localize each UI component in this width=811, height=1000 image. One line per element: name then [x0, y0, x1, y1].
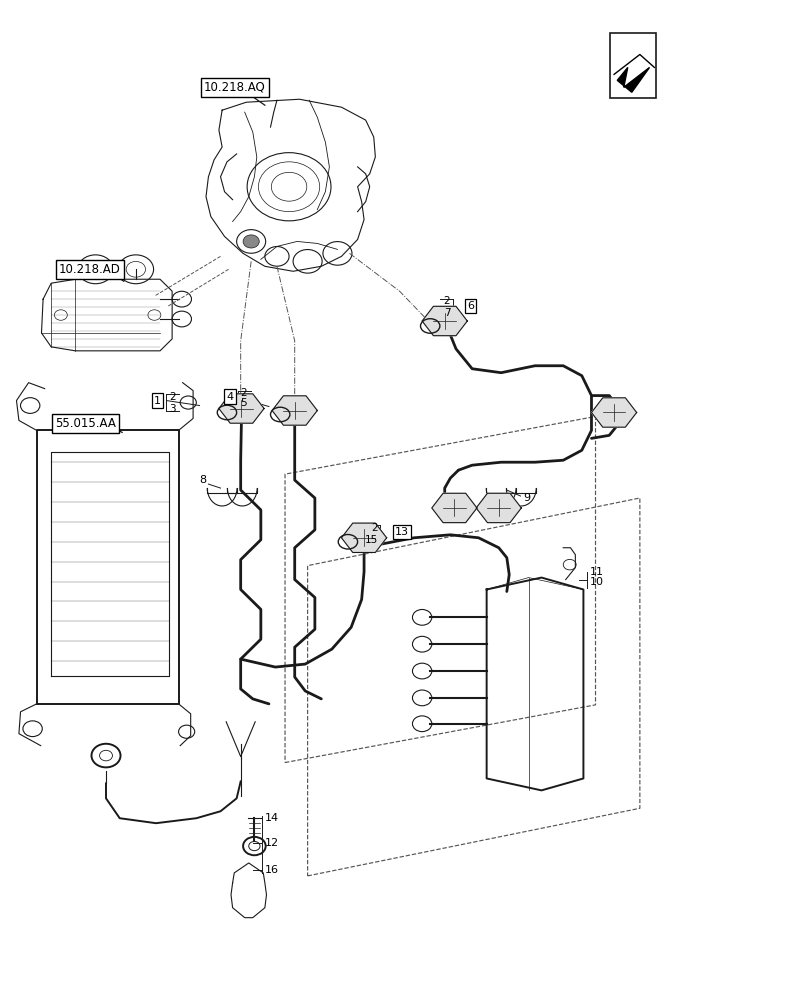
Text: 10: 10: [589, 577, 603, 587]
Text: 14: 14: [264, 813, 279, 823]
Polygon shape: [272, 396, 317, 425]
Text: 11: 11: [589, 567, 603, 577]
Text: 10.218.AQ: 10.218.AQ: [204, 81, 265, 94]
Polygon shape: [422, 306, 466, 336]
Polygon shape: [616, 67, 649, 92]
Polygon shape: [590, 398, 636, 427]
Text: 16: 16: [264, 865, 278, 875]
Polygon shape: [341, 523, 386, 552]
Text: 13: 13: [394, 527, 409, 537]
Text: 4: 4: [226, 392, 234, 402]
Text: 8: 8: [199, 475, 206, 485]
Ellipse shape: [242, 235, 259, 248]
Polygon shape: [475, 493, 521, 523]
Text: 2: 2: [240, 388, 247, 398]
Text: 2: 2: [371, 523, 377, 533]
Text: 6: 6: [466, 301, 474, 311]
Text: 55.015.AA: 55.015.AA: [55, 417, 116, 430]
Text: 3: 3: [169, 404, 175, 414]
Polygon shape: [219, 394, 264, 423]
Text: 2: 2: [443, 296, 450, 306]
Text: 5: 5: [240, 398, 247, 408]
Text: 9: 9: [522, 493, 530, 503]
Text: 10.218.AD: 10.218.AD: [59, 263, 121, 276]
Text: 12: 12: [264, 838, 279, 848]
Text: 1: 1: [154, 396, 161, 406]
Text: 2: 2: [169, 392, 175, 402]
Text: 15: 15: [364, 535, 377, 545]
Bar: [609, 33, 655, 98]
Text: 7: 7: [443, 308, 450, 318]
Polygon shape: [431, 493, 476, 523]
